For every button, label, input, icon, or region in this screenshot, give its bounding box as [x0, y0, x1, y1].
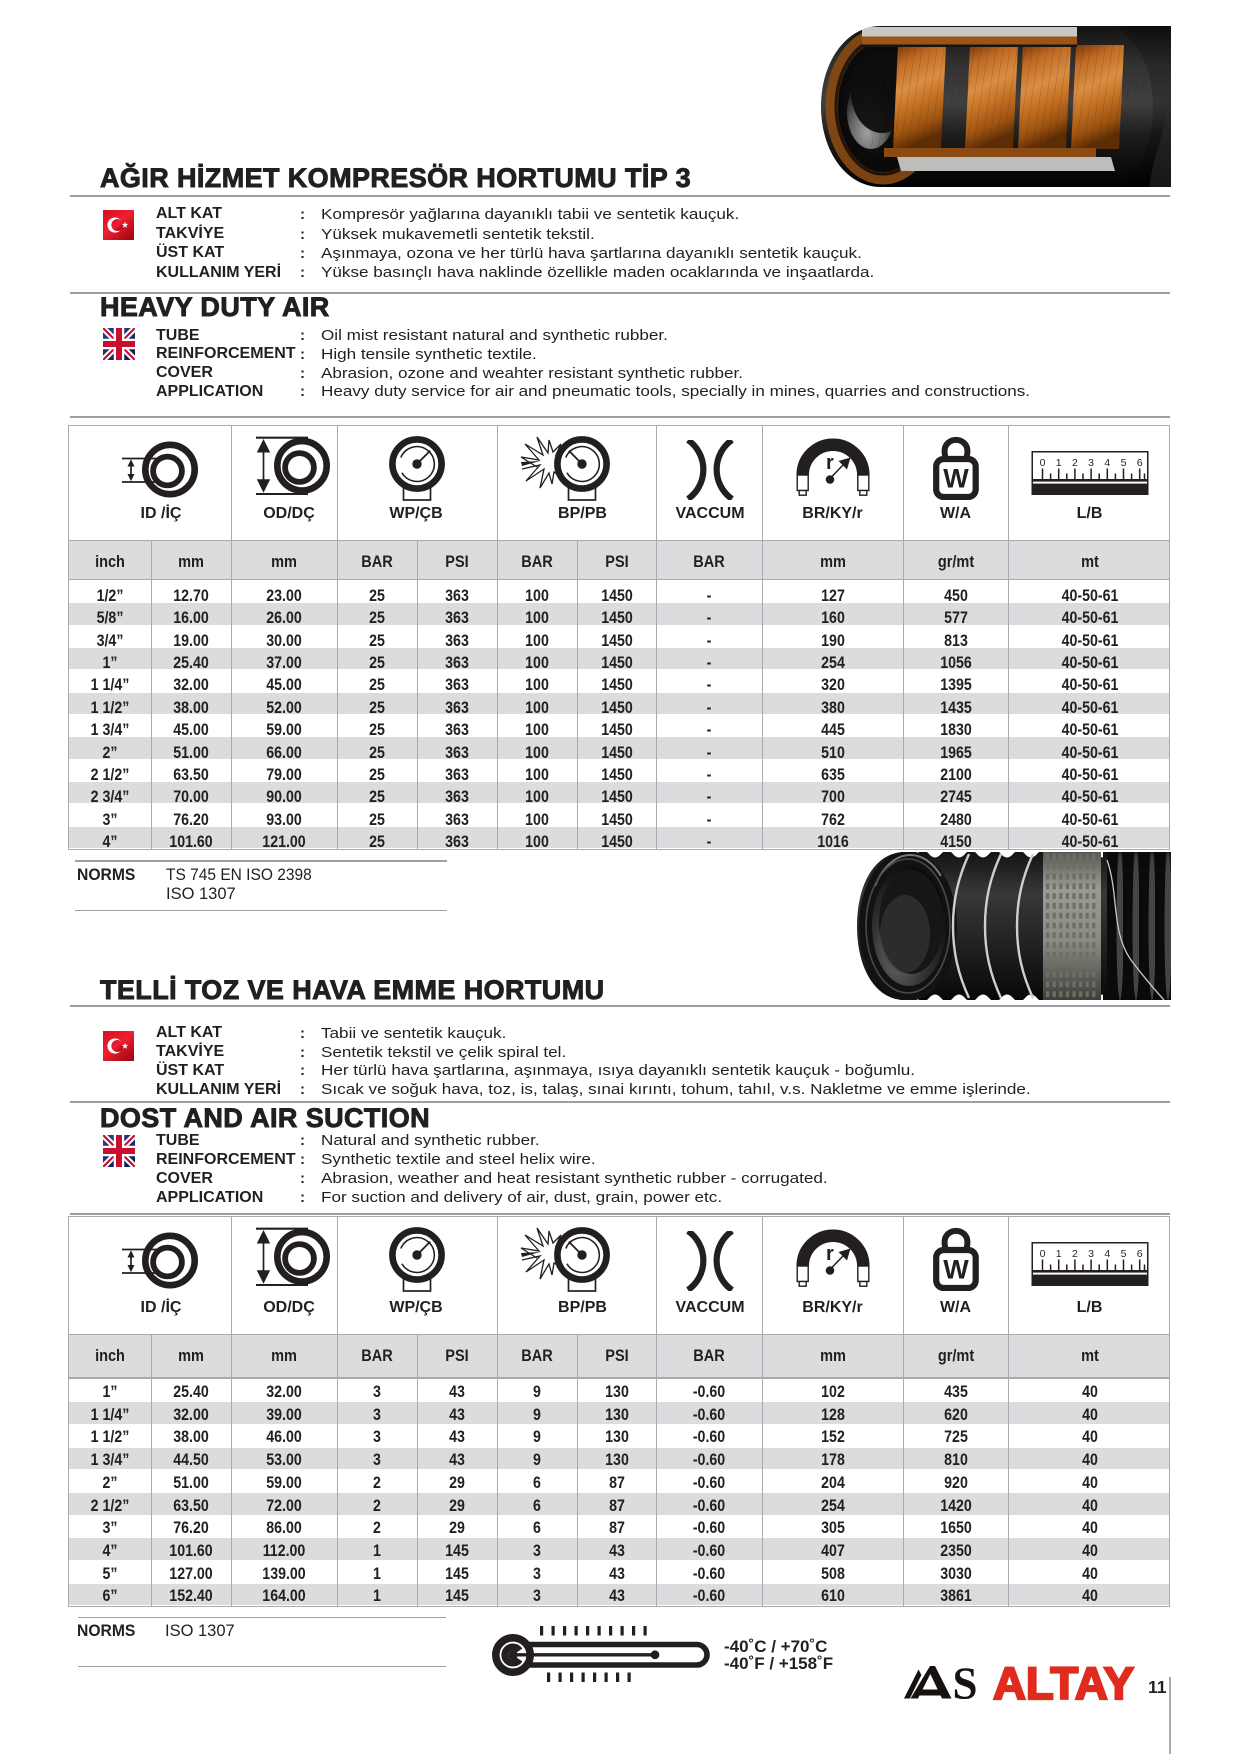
- svg-text:W: W: [943, 1255, 969, 1285]
- svg-text:0: 0: [1040, 1248, 1046, 1260]
- svg-text:6: 6: [1137, 457, 1143, 469]
- svg-text:S: S: [953, 1666, 978, 1700]
- svg-text:4: 4: [1104, 457, 1110, 469]
- svg-text:5: 5: [1121, 1248, 1127, 1260]
- svg-text:0: 0: [1040, 457, 1046, 469]
- svg-text:4: 4: [1104, 1248, 1110, 1260]
- svg-text:3: 3: [1088, 457, 1094, 469]
- svg-text:r: r: [826, 1243, 834, 1265]
- svg-text:3: 3: [1088, 1248, 1094, 1260]
- svg-text:2: 2: [1072, 457, 1078, 469]
- svg-text:1: 1: [1056, 457, 1062, 469]
- svg-text:6: 6: [1137, 1248, 1143, 1260]
- svg-text:W: W: [943, 464, 969, 494]
- svg-text:2: 2: [1072, 1248, 1078, 1260]
- svg-text:5: 5: [1121, 457, 1127, 469]
- svg-text:r: r: [826, 452, 834, 474]
- svg-text:1: 1: [1056, 1248, 1062, 1260]
